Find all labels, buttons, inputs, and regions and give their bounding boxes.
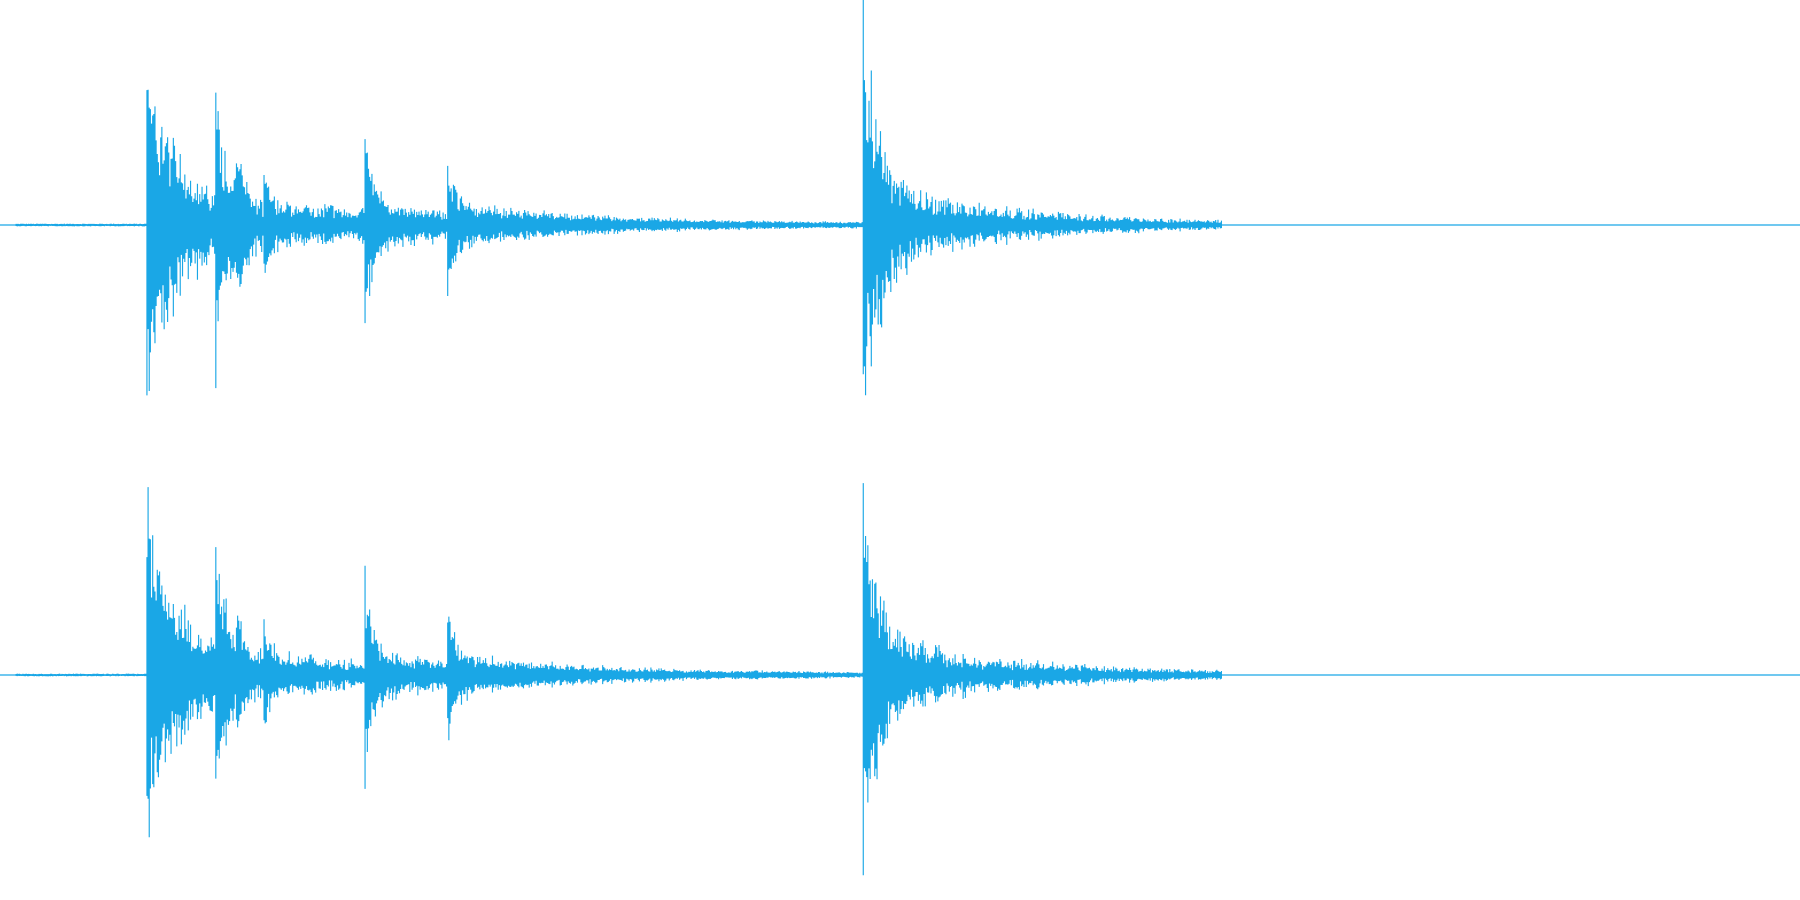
channel-waveform: [15, 0, 1223, 396]
channel-waveform: [15, 483, 1223, 876]
